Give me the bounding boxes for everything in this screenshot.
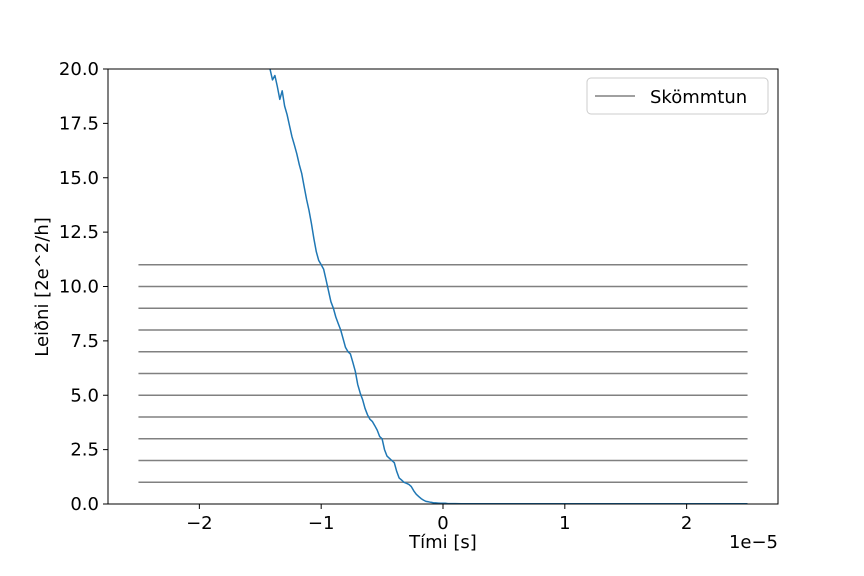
y-tick-label: 17.5 [59,113,99,134]
x-tick-label: 2 [681,513,692,534]
legend-box [586,77,769,115]
legend: Skömmtun [586,77,769,115]
x-tick-label: 1 [559,513,570,534]
y-tick-label: 20.0 [59,59,99,80]
y-tick-label: 0.0 [70,494,99,515]
x-tick-label: 0 [437,513,448,534]
x-axis-offset-label: 1e−5 [729,532,778,553]
y-tick-label: 5.0 [70,385,99,406]
x-tick-label: −2 [186,513,213,534]
quantization-lines [138,264,748,483]
x-axis-ticks: −2 −1 0 1 2 [186,504,692,534]
y-tick-label: 15.0 [59,168,99,189]
y-tick-label: 10.0 [59,277,99,298]
y-axis-label: Leiðni [2e^2/h] [32,217,53,357]
y-axis-ticks: 0.0 2.5 5.0 7.5 10.0 12.5 15.0 17.5 20.0 [59,59,108,515]
y-tick-label: 12.5 [59,222,99,243]
x-tick-label: −1 [308,513,335,534]
y-tick-label: 2.5 [70,440,99,461]
y-tick-label: 7.5 [70,331,99,352]
x-axis-label: Tími [s] [408,532,477,553]
legend-label-quantization: Skömmtun [650,87,747,108]
